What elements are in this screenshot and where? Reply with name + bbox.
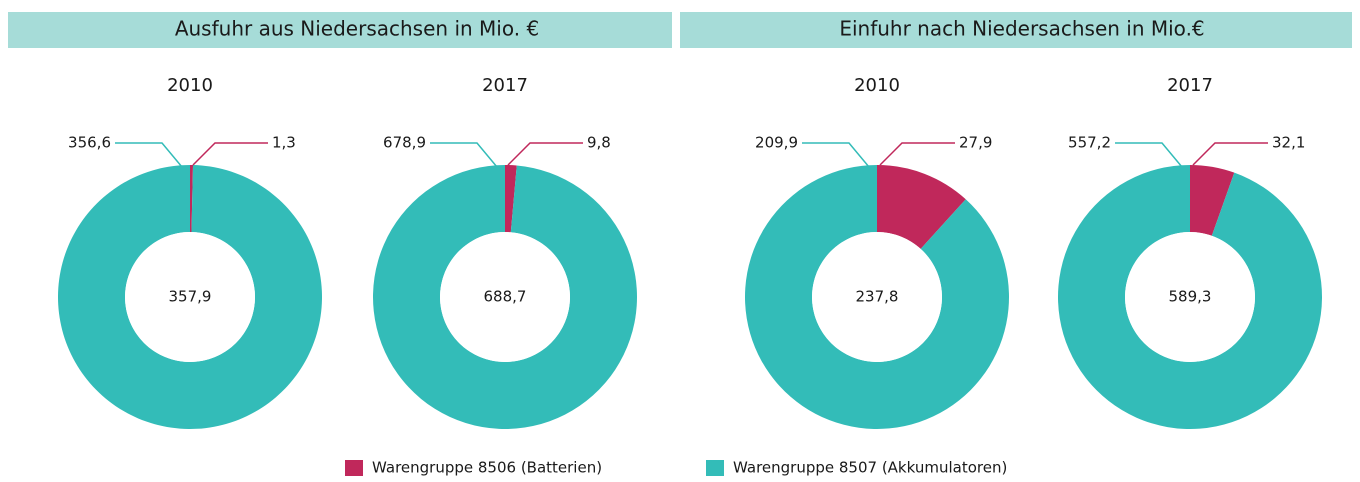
leader-line [1115, 142, 1183, 168]
total-label: 237,8 [856, 288, 899, 306]
value-label: 27,9 [959, 134, 992, 152]
legend-label: Warengruppe 8507 (Akkumulatoren) [733, 459, 1007, 477]
value-label: 1,3 [272, 134, 296, 152]
year-label: 2010 [854, 75, 900, 96]
leader-line [430, 142, 498, 168]
donut-hole [440, 232, 570, 362]
year-label: 2010 [167, 75, 213, 96]
group-title: Ausfuhr aus Niedersachsen in Mio. € [175, 17, 539, 41]
header-band [8, 12, 672, 48]
legend-label: Warengruppe 8506 (Batterien) [372, 459, 602, 477]
legend-swatch [706, 460, 724, 476]
leader-line [1192, 142, 1268, 166]
donut-segment [877, 165, 966, 249]
year-label: 2017 [482, 75, 528, 96]
legend-swatch [345, 460, 363, 476]
leader-line [507, 142, 583, 166]
donut-segment [190, 165, 194, 233]
leader-line [879, 142, 955, 166]
total-label: 357,9 [169, 288, 212, 306]
total-label: 688,7 [484, 288, 527, 306]
donut-hole [125, 232, 255, 362]
value-label: 678,9 [383, 134, 426, 152]
header-band [680, 12, 1352, 48]
donut-hole [1125, 232, 1255, 362]
value-label: 356,6 [68, 134, 111, 152]
value-label: 209,9 [755, 134, 798, 152]
leader-line [802, 142, 870, 168]
leader-line [115, 142, 183, 168]
value-label: 32,1 [1272, 134, 1305, 152]
total-label: 589,3 [1169, 288, 1212, 306]
donut-hole [812, 232, 942, 362]
donut-segment [1058, 165, 1322, 429]
donut-segment [1190, 165, 1235, 236]
value-label: 557,2 [1068, 134, 1111, 152]
group-title: Einfuhr nach Niedersachsen in Mio.€ [839, 17, 1204, 41]
donut-segment [745, 165, 1009, 429]
donut-segment [373, 165, 638, 429]
year-label: 2017 [1167, 75, 1213, 96]
donut-segment [505, 165, 517, 233]
value-label: 9,8 [587, 134, 611, 152]
donut-segment [57, 165, 322, 429]
leader-line [192, 142, 268, 166]
